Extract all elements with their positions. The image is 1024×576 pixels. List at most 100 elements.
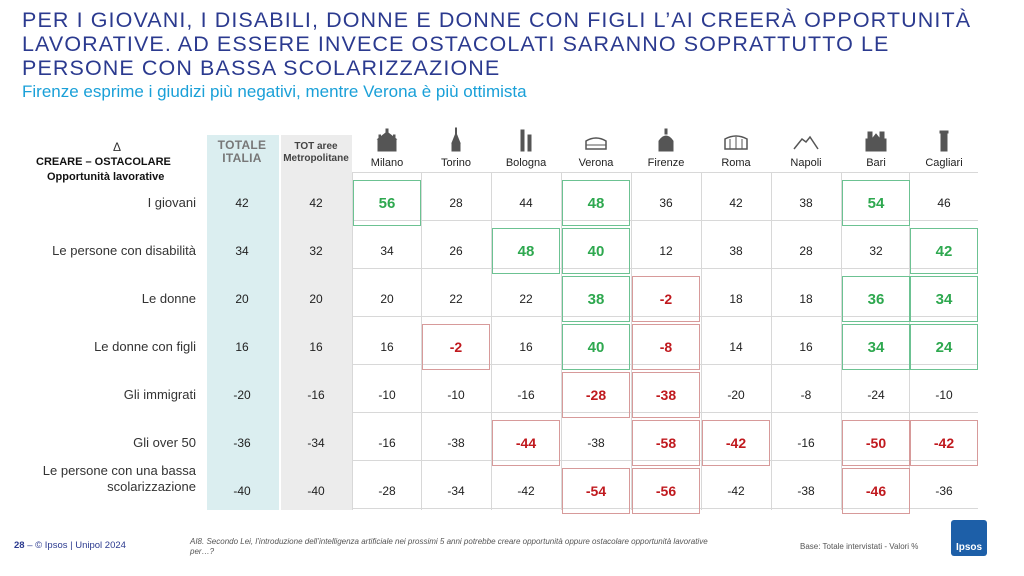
- row-divider: [352, 172, 978, 173]
- column-header-7: Roma: [721, 157, 751, 169]
- value-cell: 32: [309, 244, 323, 258]
- value-cell: -2: [632, 276, 700, 322]
- title-line-1: PER I GIOVANI, I DISABILI, DONNE E DONNE…: [22, 8, 972, 32]
- value-cell: 42: [910, 228, 978, 274]
- value-cell: 42: [235, 196, 249, 210]
- value-cell: 16: [309, 340, 323, 354]
- value-cell: -40: [233, 484, 251, 498]
- value-cell: -42: [702, 420, 770, 466]
- value-cell: 34: [235, 244, 249, 258]
- row-label-line: Le persone con una bassa: [42, 463, 196, 478]
- value-cell: 20: [235, 292, 249, 306]
- value-cell: 38: [729, 244, 743, 258]
- value-cell: -10: [447, 388, 465, 402]
- value-cell: -38: [447, 436, 465, 450]
- value-cell: -10: [935, 388, 953, 402]
- header-main-label: CREARE – OSTACOLARE: [36, 156, 171, 168]
- value-cell: 42: [729, 196, 743, 210]
- value-cell: -46: [842, 468, 910, 514]
- ipsos-logo: Ipsos: [951, 520, 987, 556]
- milano-duomo-icon: [376, 128, 398, 152]
- value-cell: 20: [309, 292, 323, 306]
- value-cell: 42: [309, 196, 323, 210]
- row-label: I giovani: [148, 195, 196, 211]
- title-line-2: LAVORATIVE. AD ESSERE INVECE OSTACOLATI …: [22, 32, 890, 56]
- column-divider: [352, 172, 353, 510]
- value-cell: 36: [842, 276, 910, 322]
- value-cell: -8: [632, 324, 700, 370]
- value-cell: 34: [380, 244, 394, 258]
- header-sub-label: Opportunità lavorative: [47, 171, 165, 183]
- row-divider: [352, 220, 978, 221]
- value-cell: 38: [799, 196, 813, 210]
- value-cell: 22: [519, 292, 533, 306]
- value-cell: -2: [422, 324, 490, 370]
- roma-colosseum-icon: [724, 135, 748, 150]
- value-cell: -24: [867, 388, 885, 402]
- column-header-line: TOTALE: [217, 138, 267, 152]
- value-cell: -16: [517, 388, 535, 402]
- value-cell: 56: [353, 180, 421, 226]
- column-header-6: Firenze: [647, 157, 685, 169]
- column-header-2: Milano: [370, 157, 404, 169]
- totale-italia-column-bg: [207, 135, 279, 510]
- value-cell: -34: [307, 436, 325, 450]
- bologna-towers-icon: [520, 129, 532, 152]
- base-note: Base: Totale intervistati - Valori %: [800, 542, 919, 551]
- value-cell: 14: [729, 340, 743, 354]
- row-divider: [352, 316, 978, 317]
- value-cell: -38: [587, 436, 605, 450]
- row-label-line: Le persone con disabilità: [52, 243, 196, 258]
- column-header-1: TOT aree Metropolitane: [282, 141, 350, 165]
- subtitle: Firenze esprime i giudizi più negativi, …: [22, 82, 527, 101]
- column-header-9: Bari: [866, 157, 886, 169]
- value-cell: 44: [519, 196, 533, 210]
- value-cell: 18: [799, 292, 813, 306]
- value-cell: 48: [492, 228, 560, 274]
- value-cell: 46: [937, 196, 951, 210]
- row-divider: [352, 364, 978, 365]
- value-cell: 48: [562, 180, 630, 226]
- delta-symbol: Δ: [113, 140, 122, 154]
- value-cell: -42: [517, 484, 535, 498]
- napoli-vesuvius-icon: [793, 135, 819, 150]
- value-cell: -34: [447, 484, 465, 498]
- value-cell: -42: [727, 484, 745, 498]
- value-cell: -36: [233, 436, 251, 450]
- row-label-line: I giovani: [147, 195, 196, 210]
- row-divider: [352, 412, 978, 413]
- value-cell: -28: [378, 484, 396, 498]
- verona-arena-icon: [585, 137, 607, 150]
- torino-mole-icon: [451, 127, 461, 152]
- value-cell: -20: [233, 388, 251, 402]
- row-label: Gli over 50: [133, 435, 196, 451]
- column-divider: [421, 172, 422, 510]
- tot-metropolitane-column-bg: [281, 135, 352, 510]
- column-divider: [841, 172, 842, 510]
- row-divider: [352, 268, 978, 269]
- value-cell: 16: [799, 340, 813, 354]
- value-cell: -42: [910, 420, 978, 466]
- bari-basilica-icon: [865, 131, 887, 152]
- row-label-line: scolarizzazione: [107, 479, 196, 494]
- row-divider: [352, 508, 978, 509]
- value-cell: -38: [632, 372, 700, 418]
- value-cell: -54: [562, 468, 630, 514]
- title-line-3: PERSONE CON BASSA SCOLARIZZAZIONE: [22, 56, 501, 80]
- value-cell: -56: [632, 468, 700, 514]
- value-cell: -16: [378, 436, 396, 450]
- cagliari-tower-icon: [939, 130, 949, 152]
- row-label: Le persone con una bassa scolarizzazione: [43, 463, 196, 495]
- value-cell: -16: [307, 388, 325, 402]
- value-cell: 34: [910, 276, 978, 322]
- column-divider: [491, 172, 492, 510]
- column-header-8: Napoli: [790, 157, 822, 169]
- value-cell: 40: [562, 228, 630, 274]
- column-divider: [701, 172, 702, 510]
- page-title: PER I GIOVANI, I DISABILI, DONNE E DONNE…: [22, 8, 1012, 80]
- value-cell: 16: [380, 340, 394, 354]
- column-header-3: Torino: [441, 157, 471, 169]
- column-header-line: ITALIA: [222, 151, 262, 165]
- firenze-duomo-icon: [658, 128, 674, 152]
- row-label: Le donne: [142, 291, 196, 307]
